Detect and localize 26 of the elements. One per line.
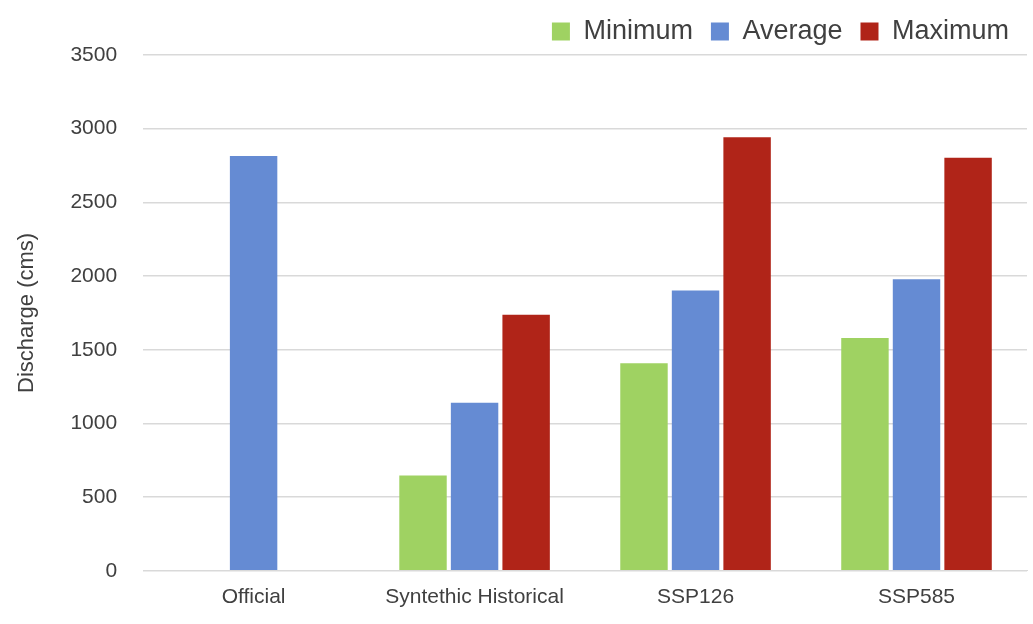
y-tick-label: 3000 (70, 115, 118, 139)
bar (944, 157, 992, 571)
bar (399, 475, 447, 571)
bar (671, 290, 720, 571)
x-tick-label: Syntethic Historical (385, 584, 564, 608)
x-tick-label: SSP126 (657, 584, 735, 608)
bar (450, 402, 499, 571)
bar (892, 279, 941, 571)
bar (229, 155, 278, 571)
bar (723, 137, 771, 571)
legend-label: Minimum (583, 14, 693, 45)
y-tick-label: 1000 (70, 410, 118, 434)
bar (502, 314, 550, 571)
bar (841, 338, 889, 571)
legend-label: Average (742, 14, 843, 45)
y-axis-title: Discharge (cms) (13, 232, 39, 393)
x-tick-label: Official (221, 584, 286, 608)
y-tick-label: 3500 (70, 41, 118, 65)
y-tick-label: 0 (105, 557, 118, 581)
x-tick-label: SSP585 (877, 584, 956, 608)
y-tick-label: 1500 (70, 336, 118, 360)
bar (620, 363, 668, 571)
y-tick-label: 2000 (70, 262, 118, 286)
legend-label: Maximum (892, 14, 1010, 45)
y-tick-label: 2500 (70, 189, 118, 213)
y-tick-label: 500 (82, 483, 118, 507)
